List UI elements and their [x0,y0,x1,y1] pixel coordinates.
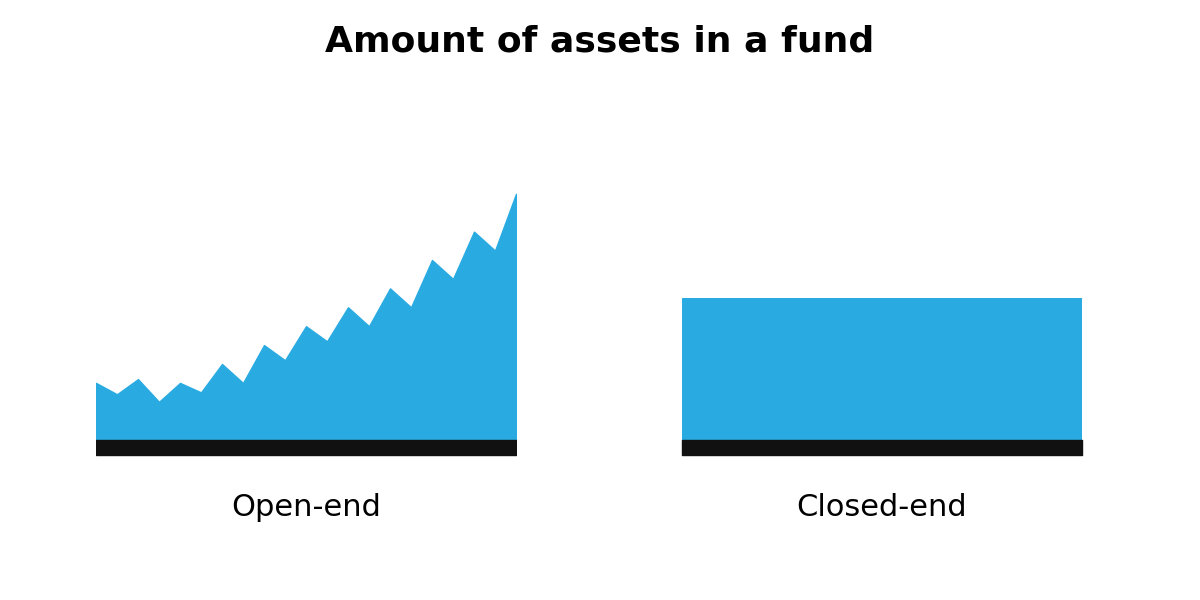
Text: Amount of assets in a fund: Amount of assets in a fund [325,24,875,58]
Bar [683,298,1082,440]
Text: Closed-end: Closed-end [797,493,967,521]
Text: Open-end: Open-end [232,493,380,521]
